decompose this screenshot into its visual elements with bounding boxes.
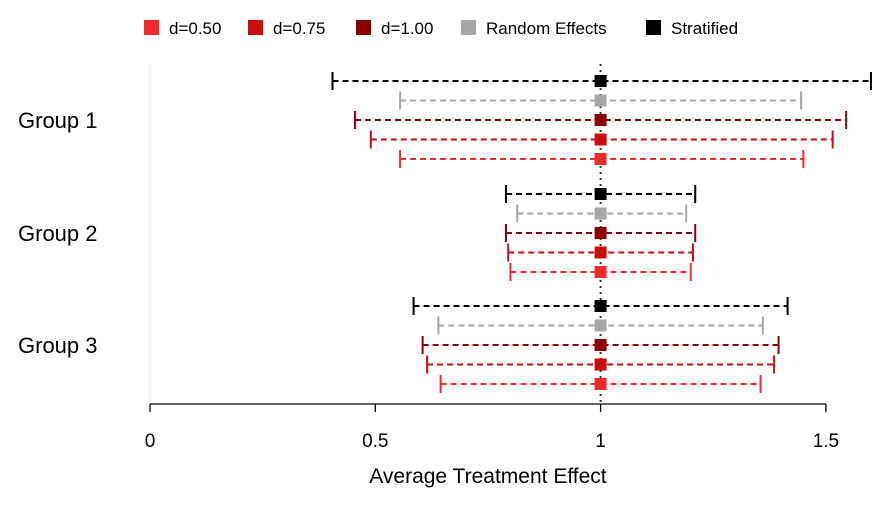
group-label-group-3: Group 3 — [18, 333, 98, 358]
point-estimate-group-2-stratified — [594, 188, 607, 200]
point-estimate-group-2-d-1-00 — [594, 227, 607, 239]
point-estimate-group-1-stratified — [594, 75, 607, 87]
legend-label-random-effects: Random Effects — [486, 19, 607, 38]
point-estimate-group-2-d-0-50 — [594, 266, 607, 278]
x-tick-label-1: 0.5 — [362, 431, 388, 452]
interval-layer — [331, 72, 872, 393]
legend-label-d-0-50: d=0.50 — [169, 19, 221, 38]
point-estimate-group-3-d-0-50 — [594, 378, 607, 390]
point-estimate-group-1-random-effects — [594, 94, 607, 107]
point-estimate-group-2-d-0-75 — [594, 246, 607, 259]
point-estimate-group-3-random-effects — [594, 319, 607, 332]
x-tick-label-3: 1.5 — [813, 431, 839, 452]
point-estimate-group-3-d-1-00 — [594, 339, 607, 351]
x-axis: 0 0.5 1 1.5 — [145, 403, 839, 452]
legend-label-stratified: Stratified — [671, 19, 738, 38]
point-estimate-group-1-d-0-50 — [594, 153, 607, 165]
x-axis-title: Average Treatment Effect — [369, 465, 607, 488]
point-estimate-group-3-stratified — [594, 300, 607, 312]
legend-swatch-random-effects — [461, 20, 476, 35]
legend-swatch-stratified — [646, 20, 661, 35]
point-estimate-group-3-d-0-75 — [594, 358, 607, 371]
group-labels: Group 1 Group 2 Group 3 — [18, 108, 98, 358]
point-estimate-group-2-random-effects — [594, 207, 607, 220]
point-estimate-group-1-d-1-00 — [594, 114, 607, 126]
group-label-group-2: Group 2 — [18, 221, 98, 246]
point-estimate-group-1-d-0-75 — [594, 133, 607, 146]
legend-label-d-1-00: d=1.00 — [381, 19, 433, 38]
legend-swatch-d-1-00 — [356, 20, 371, 35]
legend-swatch-d-0-75 — [248, 20, 263, 35]
legend: d=0.50 d=0.75 d=1.00 Random Effects Stratifi… — [144, 19, 738, 38]
x-tick-label-2: 1 — [595, 431, 606, 452]
legend-label-d-0-75: d=0.75 — [273, 19, 325, 38]
group-label-group-1: Group 1 — [18, 108, 98, 133]
x-tick-label-0: 0 — [145, 431, 156, 452]
legend-swatch-d-0-50 — [144, 20, 159, 35]
